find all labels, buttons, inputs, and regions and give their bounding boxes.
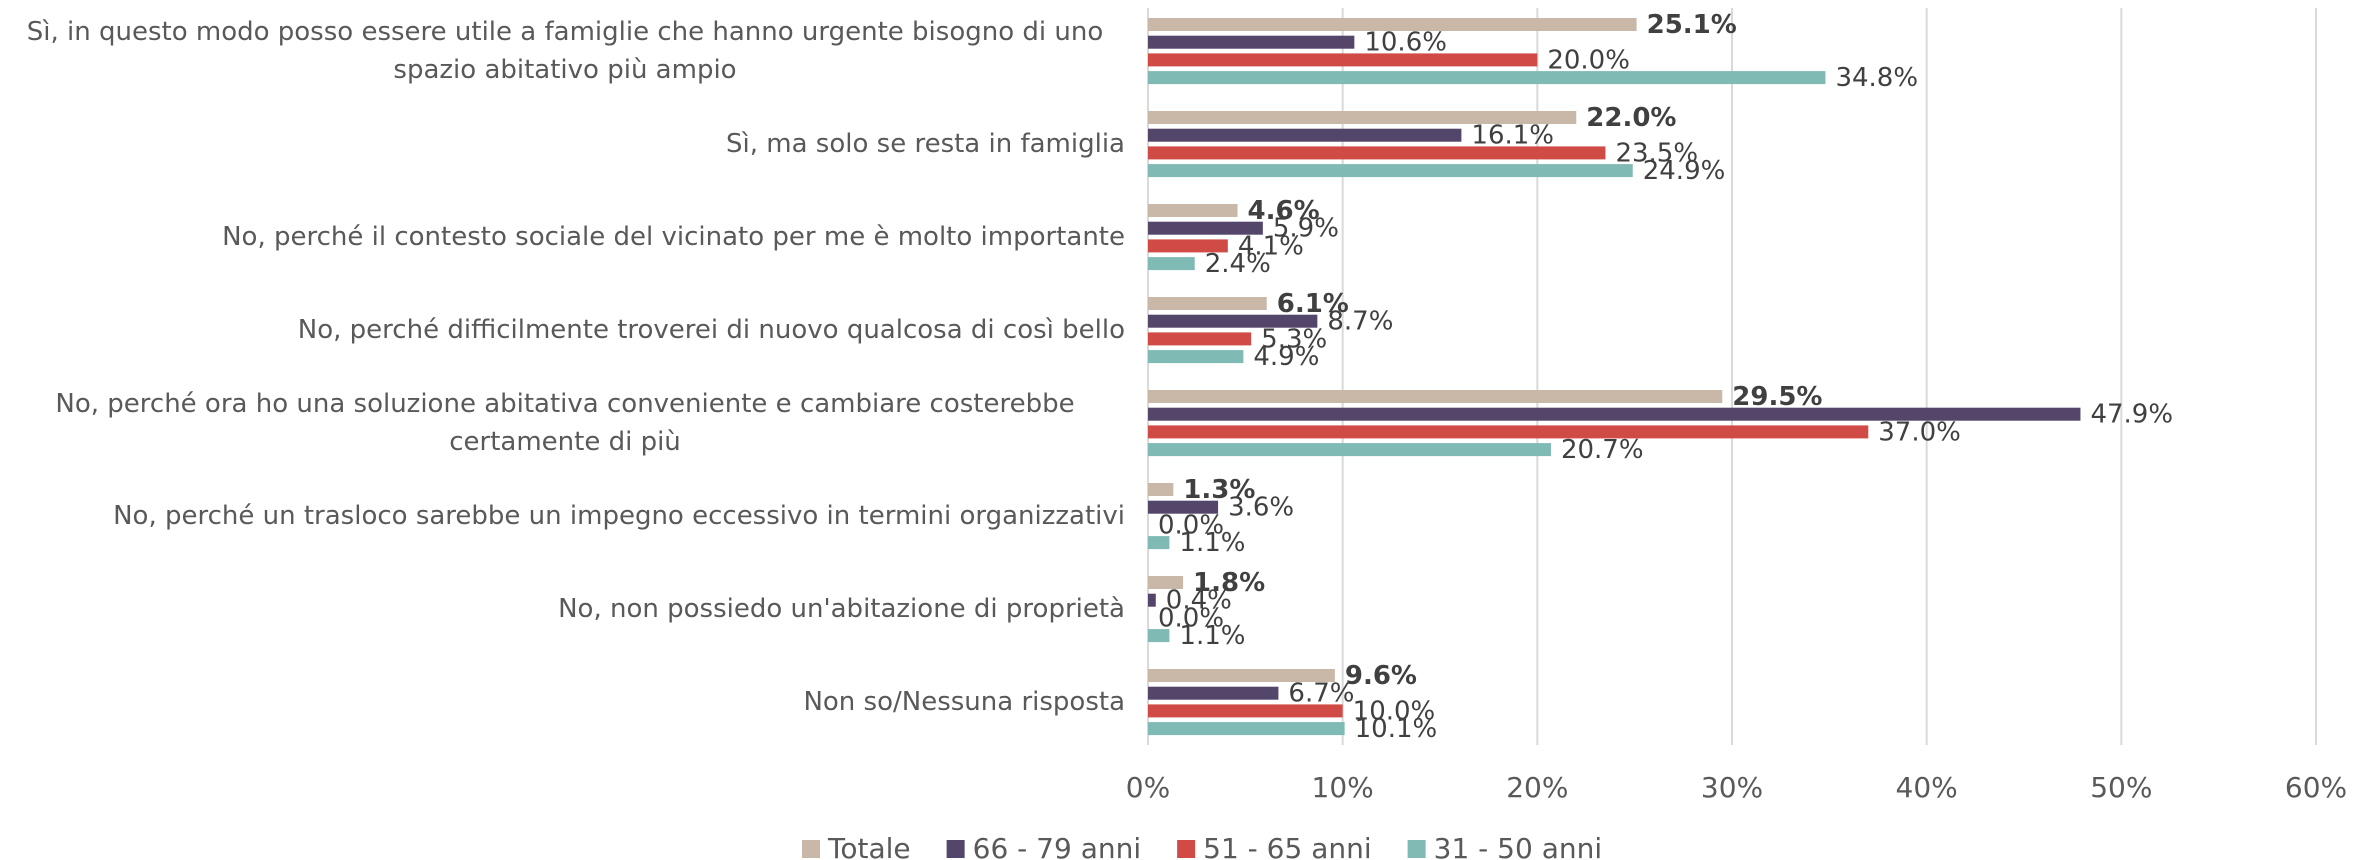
category-label: No, non possiedo un'abitazione di propri… xyxy=(558,594,1125,625)
bar xyxy=(1148,146,1606,160)
legend-swatch xyxy=(1407,840,1426,858)
bar xyxy=(1148,704,1343,718)
value-label: 25.1% xyxy=(1647,10,1737,40)
bar xyxy=(1148,332,1252,346)
x-tick-label: 10% xyxy=(1312,771,1374,804)
x-tick-label: 20% xyxy=(1506,771,1568,804)
value-label: 20.7% xyxy=(1561,435,1644,465)
bar xyxy=(1148,669,1335,682)
bar xyxy=(1148,425,1869,439)
bar xyxy=(1148,18,1637,31)
bar xyxy=(1148,350,1244,364)
value-label: 2.4% xyxy=(1205,249,1271,279)
legend-swatch xyxy=(1177,840,1196,858)
value-label: 37.0% xyxy=(1878,417,1961,447)
bar xyxy=(1148,297,1267,310)
bar xyxy=(1148,390,1723,403)
x-tick-label: 60% xyxy=(2285,771,2347,804)
value-label: 24.9% xyxy=(1643,156,1726,186)
value-label: 0.4% xyxy=(1166,586,1232,616)
value-label: 4.9% xyxy=(1253,342,1319,372)
value-label: 9.6% xyxy=(1345,661,1417,691)
value-label: 4.6% xyxy=(1248,196,1320,226)
value-label: 1.8% xyxy=(1193,568,1265,598)
bar xyxy=(1148,686,1279,700)
bar xyxy=(1148,536,1170,550)
value-label: 20.0% xyxy=(1547,45,1630,75)
value-label: 0.0% xyxy=(1158,603,1224,633)
category-label: Sì, in questo modo posso essere utile a … xyxy=(26,17,1104,86)
value-label: 8.7% xyxy=(1327,307,1393,337)
value-label: 5.9% xyxy=(1273,214,1339,244)
legend-label: 66 - 79 anni xyxy=(973,832,1142,860)
value-label: 29.5% xyxy=(1732,382,1822,412)
category-label: No, perché difficilmente troverei di nuo… xyxy=(297,315,1125,346)
bar xyxy=(1148,314,1318,328)
value-label: 6.7% xyxy=(1288,679,1354,709)
bar xyxy=(1148,128,1462,142)
value-label: 10.0% xyxy=(1353,696,1436,726)
value-label: 6.1% xyxy=(1277,289,1349,319)
category-label: No, perché un trasloco sarebbe un impegn… xyxy=(113,501,1125,532)
value-label: 4.1% xyxy=(1238,231,1304,261)
bar xyxy=(1148,443,1551,457)
category-label: No, perché il contesto sociale del vicin… xyxy=(222,222,1125,253)
bar xyxy=(1148,407,2081,421)
value-label: 1.3% xyxy=(1183,475,1255,505)
category-label: Sì, ma solo se resta in famiglia xyxy=(726,129,1125,160)
value-label: 34.8% xyxy=(1835,63,1918,93)
bar xyxy=(1148,239,1228,253)
bar xyxy=(1148,483,1174,496)
value-label: 3.6% xyxy=(1228,493,1294,523)
value-label: 10.1% xyxy=(1355,714,1438,744)
bar xyxy=(1148,111,1577,124)
x-tick-label: 30% xyxy=(1701,771,1763,804)
legend-swatch xyxy=(946,840,965,858)
category-label: No, perché ora ho una soluzione abitativ… xyxy=(55,389,1075,458)
bar xyxy=(1148,164,1633,178)
x-tick-label: 40% xyxy=(1896,771,1958,804)
bar xyxy=(1148,576,1184,589)
bar xyxy=(1148,53,1538,67)
legend-label: 31 - 50 anni xyxy=(1434,832,1603,860)
value-label: 1.1% xyxy=(1179,621,1245,651)
bar xyxy=(1148,221,1263,235)
legend-label: 51 - 65 anni xyxy=(1203,832,1372,860)
legend-label: Totale xyxy=(827,832,911,860)
bar xyxy=(1148,35,1355,49)
bar xyxy=(1148,204,1238,217)
value-label: 16.1% xyxy=(1471,121,1554,151)
value-label: 1.1% xyxy=(1179,528,1245,558)
value-label: 47.9% xyxy=(2090,400,2173,430)
x-tick-label: 0% xyxy=(1126,771,1170,804)
category-label: Non so/Nessuna risposta xyxy=(803,687,1125,718)
bar xyxy=(1148,593,1156,607)
value-label: 22.0% xyxy=(1586,103,1676,133)
value-label: 10.6% xyxy=(1364,28,1447,58)
bar xyxy=(1148,722,1345,736)
bar xyxy=(1148,257,1195,271)
x-tick-label: 50% xyxy=(2090,771,2152,804)
value-label: 23.5% xyxy=(1615,138,1698,168)
bar xyxy=(1148,71,1826,85)
value-label: 5.3% xyxy=(1261,324,1327,354)
legend-swatch xyxy=(802,840,820,858)
value-label: 0.0% xyxy=(1158,510,1224,540)
bar xyxy=(1148,500,1219,514)
bar xyxy=(1148,629,1170,643)
